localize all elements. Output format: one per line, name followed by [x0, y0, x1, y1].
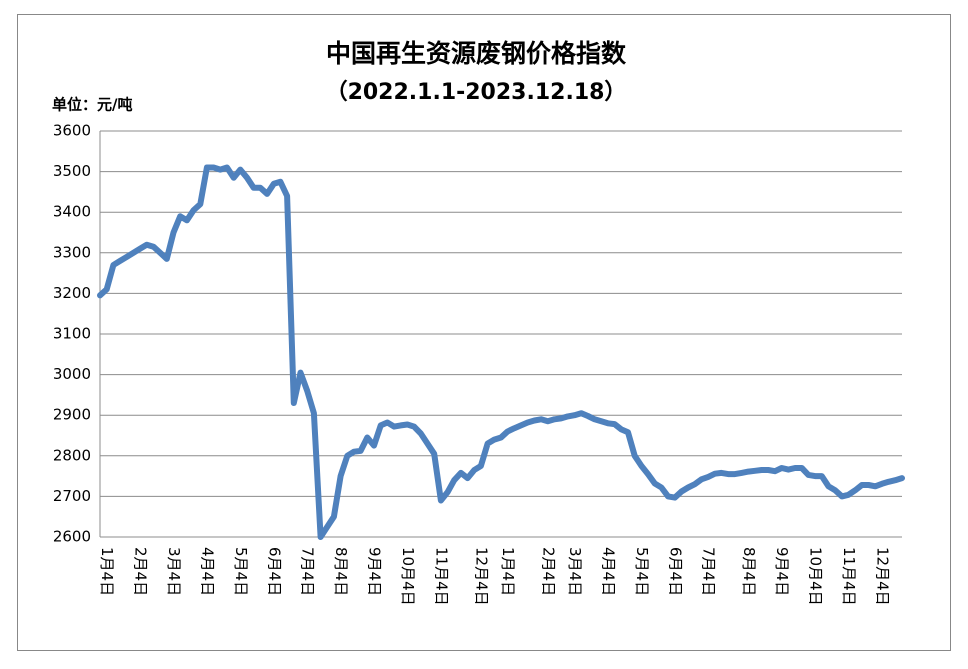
y-axis-label: 单位：元/吨 — [52, 96, 132, 114]
y-tick-label: 3100 — [53, 325, 91, 343]
data-line — [97, 164, 905, 540]
x-tick-label: 8月4日 — [332, 547, 350, 596]
y-tick-label: 2600 — [53, 528, 91, 546]
y-tick-label: 3400 — [53, 203, 91, 221]
chart-frame — [17, 14, 951, 651]
y-tick-label: 3200 — [53, 284, 91, 302]
x-tick-label: 10月4日 — [399, 547, 417, 606]
x-tick-label: 5月4日 — [633, 547, 651, 596]
x-tick-label: 6月4日 — [265, 547, 283, 596]
x-tick-label: 11月4日 — [432, 547, 450, 606]
y-tick-label: 3500 — [53, 162, 91, 180]
x-tick-label: 4月4日 — [599, 547, 617, 596]
chart-title: 中国再生资源废钢价格指数 — [326, 39, 627, 68]
x-tick-label: 4月4日 — [198, 547, 216, 596]
y-tick-label: 3000 — [53, 365, 91, 383]
y-tick-label: 3600 — [53, 122, 91, 140]
x-tick-label: 8月4日 — [740, 547, 758, 596]
x-tick-label: 6月4日 — [666, 547, 684, 596]
x-tick-label: 12月4日 — [873, 547, 891, 606]
x-tick-label: 9月4日 — [366, 547, 384, 596]
x-tick-label: 1月4日 — [98, 547, 116, 596]
x-tick-label: 9月4日 — [773, 547, 791, 596]
x-tick-label: 10月4日 — [807, 547, 825, 606]
x-tick-label: 5月4日 — [232, 547, 250, 596]
x-tick-label: 3月4日 — [566, 547, 584, 596]
x-tick-label: 12月4日 — [472, 547, 490, 606]
x-tick-label: 3月4日 — [165, 547, 183, 596]
y-tick-label: 3300 — [53, 243, 91, 261]
y-tick-label: 2900 — [53, 406, 91, 424]
y-tick-label: 2700 — [53, 487, 91, 505]
y-tick-label: 2800 — [53, 446, 91, 464]
chart-subtitle: （2022.1.1-2023.12.18） — [326, 80, 627, 105]
x-tick-label: 1月4日 — [499, 547, 517, 596]
x-tick-label: 7月4日 — [700, 547, 718, 596]
x-tick-label: 2月4日 — [539, 547, 557, 596]
x-tick-label: 2月4日 — [132, 547, 150, 596]
x-tick-label: 11月4日 — [840, 547, 858, 606]
x-tick-label: 7月4日 — [299, 547, 317, 596]
